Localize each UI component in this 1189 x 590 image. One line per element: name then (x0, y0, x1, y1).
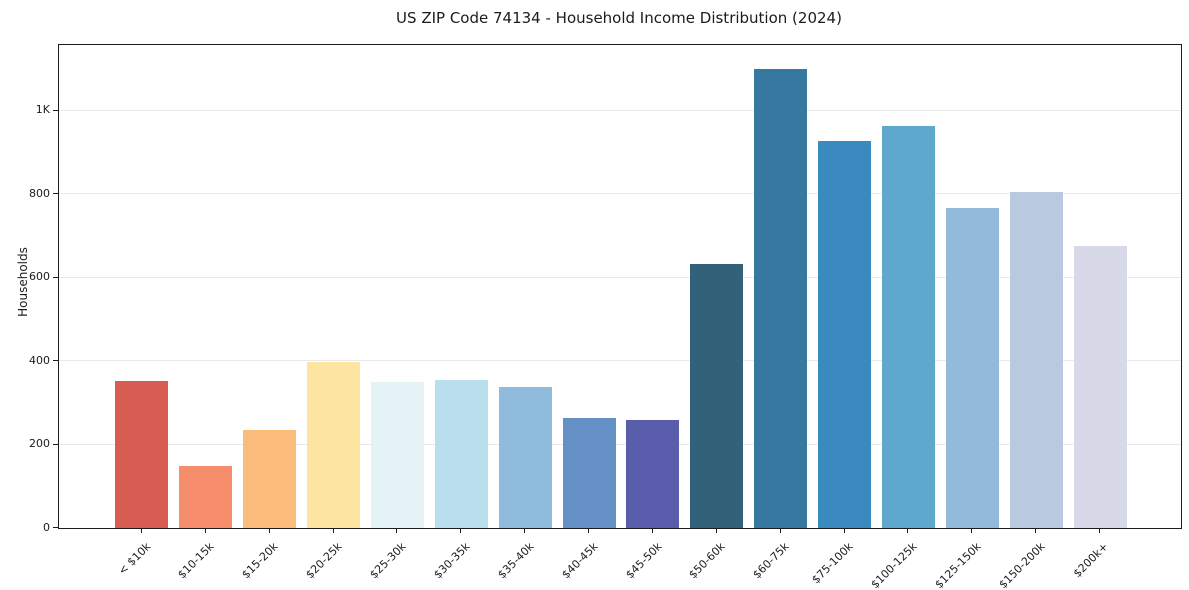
bar-45-50k (626, 419, 680, 528)
y-tick-label: 400 (29, 353, 50, 367)
x-tick-mark (779, 528, 781, 533)
bar-40-45k (562, 417, 616, 528)
x-tick-label: $60-75k (750, 540, 792, 582)
x-tick-mark (204, 528, 206, 533)
x-tick-label: $30-35k (431, 540, 473, 582)
bar-60-75k (754, 69, 808, 528)
y-tick-label: 200 (29, 437, 50, 451)
x-tick-label: $125-150k (932, 540, 984, 590)
y-tick-mark (53, 360, 58, 362)
y-tick-mark (53, 443, 58, 445)
x-tick-mark (843, 528, 845, 533)
x-tick-label: $75-100k (809, 540, 856, 587)
y-tick-label: 600 (29, 270, 50, 284)
x-tick-label: $15-20k (239, 540, 281, 582)
y-tick-label: 800 (29, 186, 50, 200)
x-tick-mark (651, 528, 653, 533)
x-tick-mark (524, 528, 526, 533)
bar-25-30k (370, 382, 424, 528)
x-tick-label: $45-50k (622, 540, 665, 582)
x-tick-mark (1035, 528, 1037, 533)
x-tick-mark (1099, 528, 1101, 533)
bar-35-40k (498, 386, 552, 528)
bar-100-125k (881, 125, 935, 528)
bar-30-35k (434, 379, 488, 528)
y-tick-mark (53, 276, 58, 278)
bar-10k (115, 381, 169, 528)
bar-10-15k (179, 465, 233, 528)
gridline-200 (59, 443, 1181, 445)
y-tick-mark (53, 527, 58, 528)
bar-50-60k (690, 263, 744, 528)
gridline-400 (59, 360, 1181, 362)
x-tick-label: $35-40k (495, 540, 537, 582)
plot-area (58, 44, 1182, 529)
y-tick-label: 0 (43, 520, 50, 534)
chart-title: US ZIP Code 74134 - Household Income Dis… (396, 9, 842, 27)
bar-200k (1073, 246, 1127, 528)
x-tick-mark (715, 528, 717, 533)
x-tick-mark (588, 528, 590, 533)
x-tick-mark (332, 528, 334, 533)
x-tick-mark (396, 528, 398, 533)
x-tick-label: $10-15k (175, 540, 218, 582)
y-tick-label: 1K (35, 103, 50, 117)
x-tick-mark (460, 528, 462, 533)
x-tick-label: $25-30k (367, 540, 409, 582)
bar-150-200k (1009, 191, 1063, 528)
bar-75-100k (818, 140, 872, 528)
x-tick-label: $150-200k (996, 540, 1048, 590)
bar-20-25k (307, 362, 361, 528)
x-tick-label: $40-45k (558, 540, 601, 582)
bar-15-20k (243, 429, 297, 528)
x-tick-label: $50-60k (686, 540, 729, 582)
gridline-800 (59, 193, 1181, 195)
x-tick-mark (907, 528, 909, 533)
y-tick-mark (53, 193, 58, 195)
x-tick-mark (268, 528, 270, 533)
gridline-600 (59, 276, 1181, 278)
bar-125-150k (945, 208, 999, 528)
x-tick-label: < $10k (115, 540, 154, 578)
x-tick-label: $20-25k (303, 540, 345, 582)
x-tick-label: $200k+ (1071, 540, 1112, 581)
x-tick-label: $100-125k (868, 540, 920, 590)
x-tick-mark (140, 528, 142, 533)
y-tick-mark (53, 109, 58, 111)
x-tick-mark (971, 528, 973, 533)
gridline-1K (59, 109, 1181, 111)
